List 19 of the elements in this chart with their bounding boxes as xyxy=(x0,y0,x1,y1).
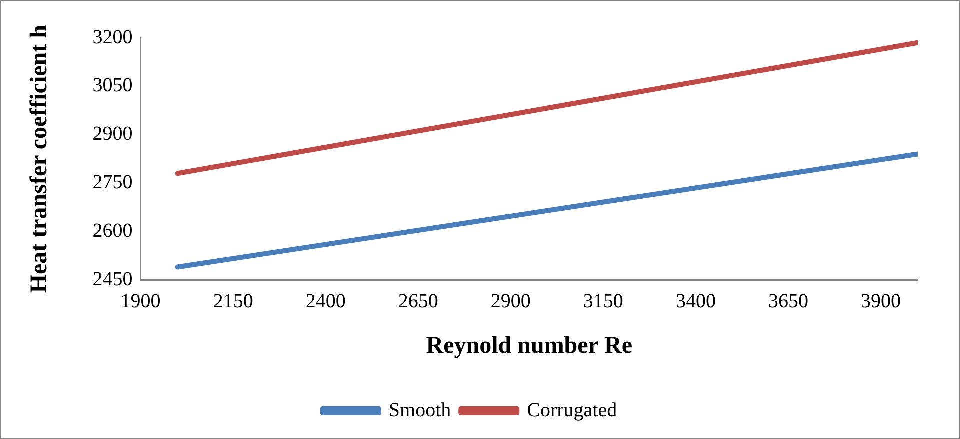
legend-label: Corrugated xyxy=(527,399,618,422)
x-tick-label: 2400 xyxy=(306,290,346,312)
x-tick-label: 2650 xyxy=(398,290,438,312)
y-tick-label: 3050 xyxy=(92,74,133,97)
y-tick-label: 2900 xyxy=(92,123,133,146)
legend-label: Smooth xyxy=(388,399,452,422)
y-tick-label: 2450 xyxy=(92,268,133,290)
x-axis-title: Reynold number Re xyxy=(426,332,633,359)
y-axis-title: Heat transfer coefficient h xyxy=(26,25,53,294)
x-tick-label: 2150 xyxy=(213,290,254,312)
x-tick-label: 3650 xyxy=(768,290,808,312)
y-tick-label: 2600 xyxy=(92,220,133,242)
x-tick-label: 3900 xyxy=(860,290,901,312)
x-tick-label: 3400 xyxy=(676,290,716,312)
y-tick-label: 2750 xyxy=(92,172,133,194)
y-tick-label: 3200 xyxy=(92,26,133,48)
x-tick-label: 3150 xyxy=(583,290,624,312)
x-tick-label: 2900 xyxy=(490,290,531,312)
x-tick-label: 1900 xyxy=(120,290,161,312)
